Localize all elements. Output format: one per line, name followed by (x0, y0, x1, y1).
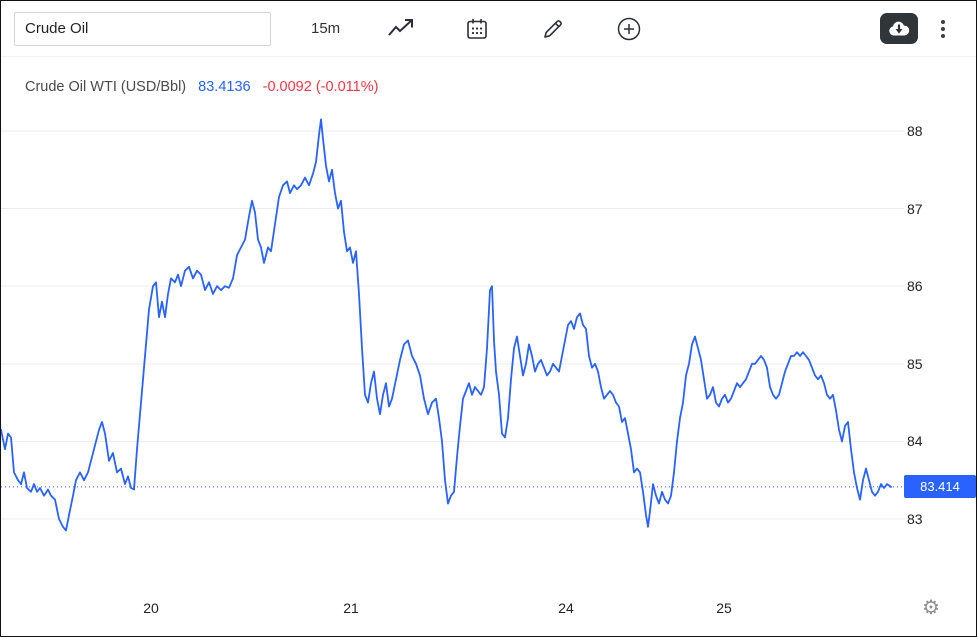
x-axis-tick: 24 (558, 600, 574, 616)
y-axis-tick: 84 (907, 433, 923, 450)
kebab-menu-icon[interactable] (937, 16, 949, 42)
y-axis-tick: 88 (907, 123, 923, 139)
trend-line-icon[interactable] (386, 14, 416, 44)
settings-gear-icon[interactable]: ⚙ (922, 597, 940, 619)
add-circle-icon[interactable] (614, 14, 644, 44)
interval-selector[interactable]: 15m (311, 20, 341, 37)
calendar-icon[interactable] (462, 14, 492, 44)
x-axis-tick: 21 (343, 600, 359, 616)
y-axis-tick: 87 (907, 200, 923, 217)
cloud-download-icon (889, 21, 910, 36)
x-axis-tick: 20 (143, 600, 159, 616)
pencil-draw-icon[interactable] (538, 14, 568, 44)
last-price-value: 83.4136 (198, 79, 251, 95)
y-axis-tick: 85 (907, 355, 923, 372)
chart-legend: Crude Oil WTI (USD/Bbl) 83.4136 -0.0092 … (25, 79, 378, 95)
y-axis-tick: 83 (907, 511, 923, 527)
download-button[interactable] (880, 13, 918, 44)
chart-area[interactable]: Crude Oil WTI (USD/Bbl) 83.4136 -0.0092 … (1, 57, 976, 636)
price-line-series (1, 118, 892, 532)
toolbar: 15m (1, 1, 976, 57)
last-price-tag: 83.414 (904, 475, 976, 499)
price-chart (1, 118, 904, 532)
symbol-title: Crude Oil WTI (USD/Bbl) (25, 79, 187, 95)
x-axis-tick: 25 (716, 600, 732, 616)
price-change-value: -0.0092 (-0.011%) (262, 79, 379, 95)
symbol-search-input[interactable] (14, 11, 271, 46)
y-axis-tick: 86 (907, 278, 923, 295)
